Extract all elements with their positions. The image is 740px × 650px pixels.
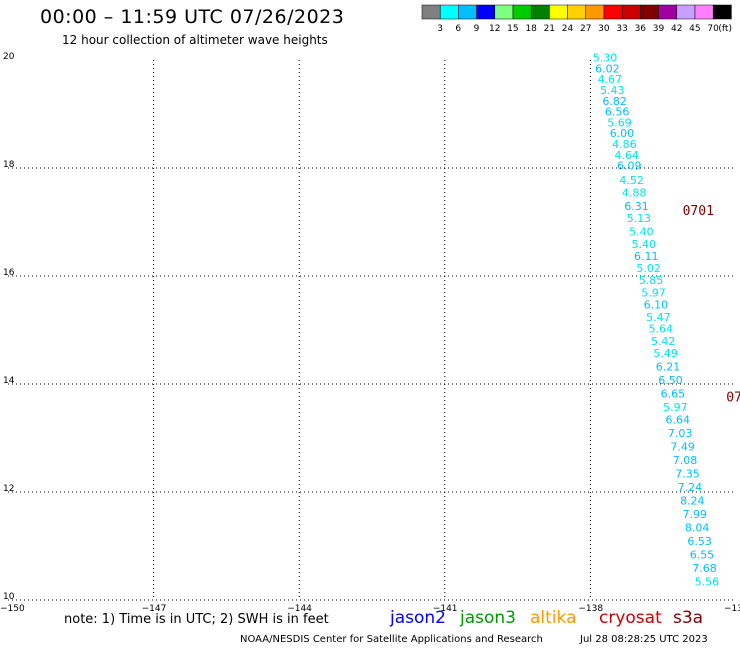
wave-height-label: 5.69 — [607, 116, 632, 129]
wave-height-label: 5.43 — [600, 84, 625, 97]
color-scale-label: 39 — [653, 24, 665, 34]
color-scale-label: 70 — [707, 24, 719, 34]
wave-height-label: 4.86 — [612, 138, 637, 151]
wave-height-label: 7.35 — [675, 467, 700, 480]
wave-height-label: 8.24 — [680, 494, 705, 507]
wave-height-label: 5.64 — [649, 323, 674, 336]
wave-height-label: 5.85 — [639, 274, 664, 287]
wave-height-label: 5.30 — [593, 52, 618, 65]
wave-height-label: 8.04 — [685, 521, 710, 534]
wave-height-label: 6.02 — [595, 62, 620, 75]
wave-height-label: 7.49 — [670, 440, 695, 453]
wave-height-label: 7.03 — [668, 427, 693, 440]
wave-height-label: 7.24 — [678, 481, 703, 494]
wave-height-label: 5.97 — [663, 401, 688, 414]
wave-height-label: 5.40 — [629, 226, 654, 239]
wave-height-label: 5.42 — [651, 335, 676, 348]
generation-timestamp: Jul 28 08:28:25 UTC 2023 — [580, 634, 708, 645]
wave-height-label: 7.08 — [673, 454, 698, 467]
legend-cryosat: cryosat — [599, 608, 662, 628]
wave-height-label: 6.64 — [666, 413, 691, 426]
footnote: note: 1) Time is in UTC; 2) SWH is in fe… — [64, 612, 329, 627]
wave-height-label: 4.52 — [619, 174, 644, 187]
wave-height-label: 5.13 — [627, 212, 652, 225]
lat-tick-label: 16 — [3, 268, 15, 278]
page-title: 00:00 – 11:59 UTC 07/26/2023 — [40, 6, 345, 28]
wave-height-label: 5.49 — [653, 347, 678, 360]
wave-height-label: 5.56 — [695, 575, 720, 588]
lon-tick-label: −141 — [433, 604, 458, 614]
color-scale-label: 6 — [455, 24, 461, 34]
lat-tick-label: 20 — [3, 52, 15, 62]
color-scale-label: 33 — [616, 24, 627, 34]
wave-height-label: 4.67 — [598, 73, 623, 86]
wave-height-label: 6.09 — [617, 160, 642, 173]
wave-height-label: 5.97 — [641, 287, 666, 300]
lon-tick-label: −150 — [0, 604, 25, 614]
color-scale-label: 42 — [671, 24, 682, 34]
wave-height-label: 6.10 — [644, 298, 669, 311]
wave-height-label: 6.65 — [661, 388, 686, 401]
page-subtitle: 12 hour collection of altimeter wave hei… — [62, 33, 328, 47]
wave-height-label: 6.31 — [624, 200, 649, 213]
color-scale-label: 36 — [635, 24, 647, 34]
color-scale-bar: 3 6 9 12 15 18 21 24 27 30 33 36 39 42 45 70 (ft) — [421, 4, 732, 34]
lat-tick-label: 12 — [3, 484, 14, 494]
wave-height-label: 6.53 — [687, 535, 712, 548]
wave-height-label: 4.88 — [622, 187, 647, 200]
lon-tick-label: −147 — [142, 604, 167, 614]
color-scale-label: 45 — [689, 24, 700, 34]
wave-height-label: 6.11 — [634, 250, 659, 263]
lat-tick-label: 18 — [3, 160, 15, 170]
lon-tick-label: −13 — [724, 604, 740, 614]
color-scale-label: 12 — [489, 24, 500, 34]
color-scale-label: 15 — [507, 24, 518, 34]
wave-height-label: 7.68 — [692, 562, 717, 575]
color-scale-label: 24 — [562, 24, 574, 34]
credit-line: NOAA/NESDIS Center for Satellite Applica… — [240, 634, 543, 645]
color-scale-label: 21 — [544, 24, 555, 34]
color-swatch — [712, 4, 732, 20]
wave-height-label: 6.00 — [610, 127, 635, 140]
legend-altika: altika — [530, 608, 577, 628]
color-scale-label: 3 — [437, 24, 443, 34]
legend-jason3: jason3 — [460, 608, 516, 628]
wave-height-label: 6.82 — [602, 95, 627, 108]
wave-height-label: 5.47 — [646, 311, 671, 324]
lat-tick-label: 10 — [3, 592, 15, 602]
legend-s3a: s3a — [673, 608, 704, 628]
pass-time-label: 0700 — [726, 391, 740, 406]
color-scale-label: 18 — [525, 24, 537, 34]
wave-height-label: 5.40 — [632, 238, 657, 251]
wave-height-label: 6.21 — [656, 361, 681, 374]
wave-height-label: 6.55 — [690, 548, 715, 561]
pass-time-label: 0701 — [683, 204, 714, 219]
lon-tick-label: −144 — [287, 604, 312, 614]
color-scale-label: (ft) — [718, 24, 732, 34]
color-scale-label: 27 — [580, 24, 591, 34]
legend-jason2: jason2 — [390, 608, 446, 628]
lat-tick-label: 14 — [3, 376, 15, 386]
lon-tick-label: −138 — [578, 604, 603, 614]
color-scale-label: 9 — [474, 24, 480, 34]
wave-height-label: 4.64 — [615, 149, 640, 162]
wave-height-label: 5.02 — [636, 262, 661, 275]
wave-height-label: 6.56 — [605, 106, 630, 119]
wave-height-label: 7.99 — [682, 508, 707, 521]
color-scale-label: 30 — [598, 24, 610, 34]
wave-height-label: 6.50 — [658, 374, 683, 387]
